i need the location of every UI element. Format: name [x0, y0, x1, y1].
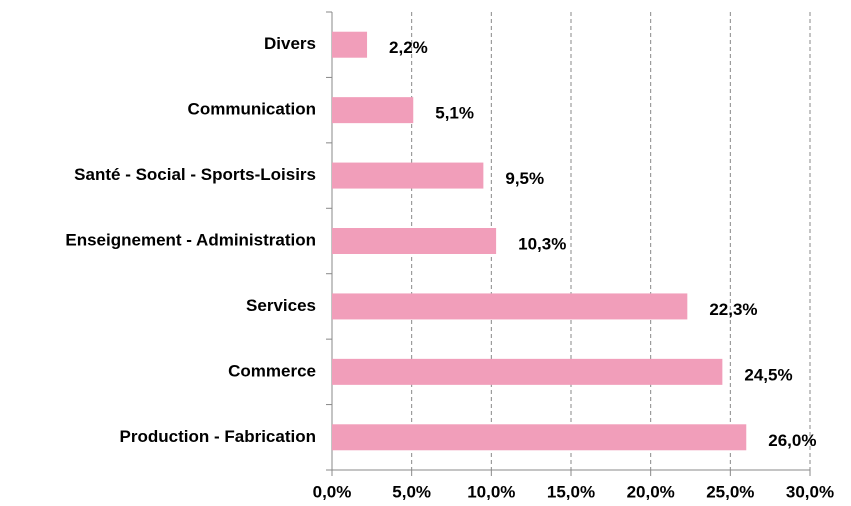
value-label: 2,2%	[389, 38, 428, 57]
y-tick-label: Enseignement - Administration	[65, 230, 316, 249]
bar	[332, 358, 723, 385]
bar	[332, 228, 497, 254]
bar	[332, 97, 414, 124]
y-tick-label: Production - Fabrication	[120, 427, 316, 446]
bar	[332, 162, 484, 189]
x-tick-label: 5,0%	[392, 482, 431, 501]
y-tick-label: Santé - Social - Sports-Loisirs	[74, 165, 316, 184]
value-label: 9,5%	[505, 169, 544, 188]
x-tick-label: 25,0%	[706, 482, 754, 501]
value-label: 22,3%	[709, 300, 757, 319]
y-tick-label: Services	[246, 296, 316, 315]
y-tick-label: Divers	[264, 34, 316, 53]
bar	[332, 31, 368, 58]
bar	[332, 424, 747, 451]
value-label: 26,0%	[768, 431, 816, 450]
value-label: 5,1%	[435, 104, 474, 123]
x-tick-label: 20,0%	[627, 482, 675, 501]
value-label: 24,5%	[744, 365, 792, 384]
x-tick-label: 15,0%	[547, 482, 595, 501]
value-label: 10,3%	[518, 234, 566, 253]
x-tick-label: 10,0%	[467, 482, 515, 501]
y-tick-label: Communication	[188, 100, 316, 119]
bar	[332, 293, 688, 320]
y-tick-label: Commerce	[228, 361, 316, 380]
x-tick-label: 0,0%	[313, 482, 352, 501]
x-tick-label: 30,0%	[786, 482, 834, 501]
